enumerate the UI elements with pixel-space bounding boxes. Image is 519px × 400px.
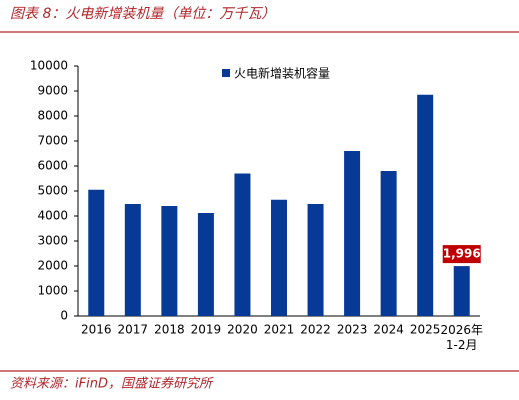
- bar: [453, 266, 470, 316]
- bar: [197, 213, 214, 316]
- bar: [88, 189, 105, 316]
- y-tick-label: 7000: [37, 134, 68, 148]
- bar: [344, 151, 361, 316]
- legend-swatch: [222, 69, 230, 77]
- bar: [380, 171, 397, 316]
- x-tick-label: 2017: [118, 323, 149, 337]
- value-label-box: [442, 245, 481, 264]
- y-tick-label: 10000: [30, 59, 68, 73]
- x-tick-label: 2024: [373, 323, 404, 337]
- y-tick-label: 9000: [37, 84, 68, 98]
- y-tick-label: 8000: [37, 109, 68, 123]
- y-tick-label: 3000: [37, 234, 68, 248]
- bar: [124, 204, 141, 316]
- bar: [307, 204, 324, 316]
- x-tick-label: 2018: [154, 323, 185, 337]
- y-tick-label: 0: [60, 309, 68, 323]
- x-tick-label: 2023: [337, 323, 368, 337]
- x-tick-label: 2019: [191, 323, 222, 337]
- y-tick-label: 5000: [37, 184, 68, 198]
- bar: [271, 199, 287, 316]
- value-label: 1,996: [443, 247, 481, 261]
- bar: [417, 94, 434, 316]
- x-tick-label: 2021: [264, 323, 295, 337]
- chart-title: 图表 8：火电新增装机量（单位：万千瓦）: [10, 6, 275, 22]
- bar: [234, 173, 251, 316]
- x-tick-label: 2016: [81, 323, 112, 337]
- y-tick-label: 1000: [37, 284, 68, 298]
- x-tick-label: 2025: [410, 323, 441, 337]
- y-tick-label: 6000: [37, 159, 68, 173]
- x-tick-label: 2020: [227, 323, 258, 337]
- y-tick-label: 2000: [37, 259, 68, 273]
- source: 资料来源：iFinD，国盛证券研究所: [10, 376, 214, 392]
- legend-label: 火电新增装机容量: [234, 66, 330, 81]
- x-tick-label: 2026年 1-2月: [440, 323, 483, 352]
- y-tick-label: 4000: [37, 209, 68, 223]
- x-tick-label: 2022: [300, 323, 331, 337]
- bar: [161, 206, 178, 316]
